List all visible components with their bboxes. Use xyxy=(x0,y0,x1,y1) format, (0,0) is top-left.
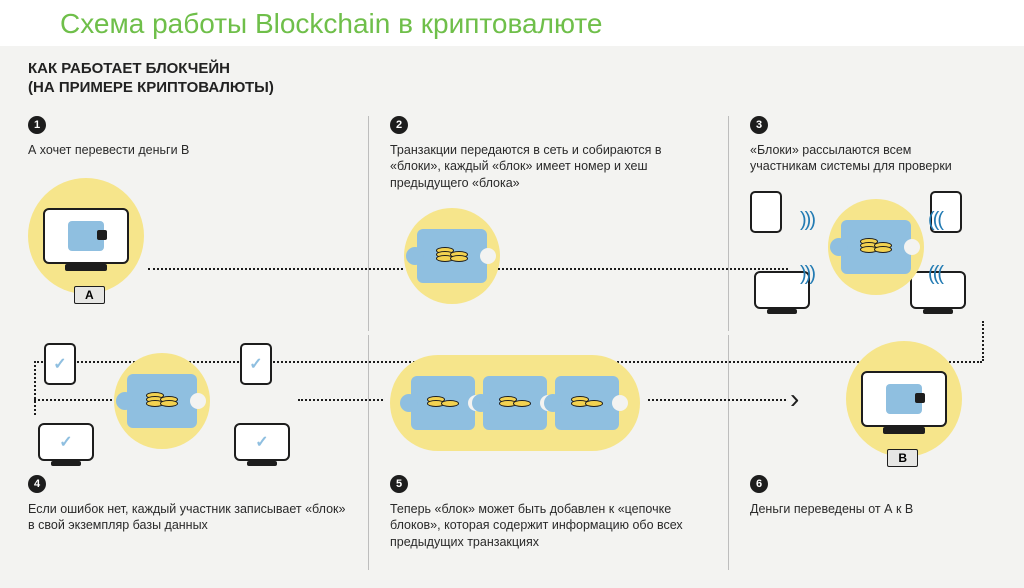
step-2: 2 Транзакции передаются в сеть и собираю… xyxy=(368,116,728,331)
step-number: 1 xyxy=(28,116,46,134)
subtitle-line2: (НА ПРИМЕРЕ КРИПТОВАЛЮТЫ) xyxy=(28,79,274,96)
step-text: Если ошибок нет, каждый участник записыв… xyxy=(28,501,352,535)
broadcast-wave-icon: ))) xyxy=(930,263,944,286)
tablet-icon xyxy=(750,191,782,233)
halo-icon xyxy=(846,341,962,457)
halo-icon xyxy=(404,208,500,304)
flow-line xyxy=(648,399,786,401)
halo-icon xyxy=(828,199,924,295)
step-number: 4 xyxy=(28,475,46,493)
infographic-panel: КАК РАБОТАЕТ БЛОКЧЕЙН (НА ПРИМЕРЕ КРИПТО… xyxy=(0,46,1024,588)
flow-line xyxy=(298,399,383,401)
coins-icon xyxy=(148,395,176,407)
monitor-a-icon xyxy=(43,208,129,264)
step-text: Транзакции передаются в сеть и собираютс… xyxy=(390,142,712,193)
label-a: A xyxy=(74,286,105,304)
row-top: 1 А хочет перевести деньги В A 2 Транзак… xyxy=(28,116,996,331)
flow-line xyxy=(498,268,788,270)
halo-icon xyxy=(114,353,210,449)
flow-line xyxy=(34,399,112,401)
block-icon xyxy=(127,374,197,428)
page-title: Схема работы Blockchain в криптовалюте xyxy=(0,0,1024,46)
step-number: 2 xyxy=(390,116,408,134)
coins-icon xyxy=(438,250,466,262)
step-6: B › 6 Деньги переведены от А к В xyxy=(728,335,996,570)
coins-icon xyxy=(862,241,890,253)
step-number: 6 xyxy=(750,475,768,493)
monitor-icon: ✓ xyxy=(234,423,290,461)
step-text: Теперь «блок» может быть добавлен к «цеп… xyxy=(390,501,712,552)
subtitle-line1: КАК РАБОТАЕТ БЛОКЧЕЙН xyxy=(28,60,230,77)
step-1: 1 А хочет перевести деньги В A xyxy=(28,116,368,331)
monitor-icon: ✓ xyxy=(38,423,94,461)
step-text: Деньги переведены от А к В xyxy=(750,501,980,518)
monitor-b-icon xyxy=(861,371,947,427)
subtitle: КАК РАБОТАЕТ БЛОКЧЕЙН (НА ПРИМЕРЕ КРИПТО… xyxy=(28,60,996,98)
broadcast-wave-icon: ))) xyxy=(800,209,814,232)
flow-line xyxy=(148,268,403,270)
block-icon xyxy=(411,376,475,430)
tablet-icon: ✓ xyxy=(240,343,272,385)
wallet-icon xyxy=(68,221,104,251)
block-icon xyxy=(417,229,487,283)
row-bottom: ✓ ✓ ✓ ✓ 4 Если ошибок нет, каждый участн… xyxy=(28,335,996,570)
arrow-icon: › xyxy=(790,383,799,415)
halo-chain-icon xyxy=(390,355,640,451)
tablet-icon: ✓ xyxy=(44,343,76,385)
broadcast-wave-icon: ))) xyxy=(930,209,944,232)
block-icon xyxy=(841,220,911,274)
block-icon xyxy=(555,376,619,430)
step-text: «Блоки» рассылаются всем участникам сист… xyxy=(750,142,980,176)
step-3: 3 «Блоки» рассылаются всем участникам си… xyxy=(728,116,996,331)
step-number: 5 xyxy=(390,475,408,493)
step-text: А хочет перевести деньги В xyxy=(28,142,352,159)
broadcast-wave-icon: ))) xyxy=(800,263,814,286)
block-icon xyxy=(483,376,547,430)
step-5: 5 Теперь «блок» может быть добавлен к «ц… xyxy=(368,335,728,570)
halo-icon xyxy=(28,178,144,294)
wallet-icon xyxy=(886,384,922,414)
step-number: 3 xyxy=(750,116,768,134)
step-4: ✓ ✓ ✓ ✓ 4 Если ошибок нет, каждый участн… xyxy=(28,335,368,570)
label-b: B xyxy=(887,449,918,467)
